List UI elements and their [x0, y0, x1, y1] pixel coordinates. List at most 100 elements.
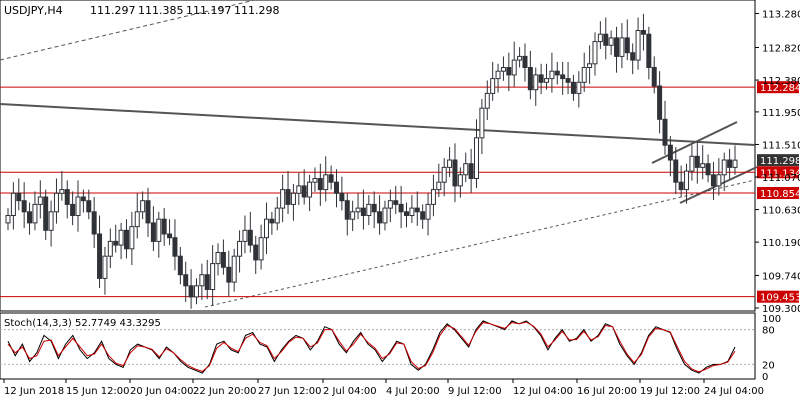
candle-body: [366, 203, 372, 216]
candle-body: [710, 174, 716, 187]
candle-body: [544, 78, 550, 83]
candle-body: [382, 207, 388, 224]
x-tick-label: 2 Jul 04:00: [323, 386, 377, 397]
y-tick-label: 112.820: [762, 44, 800, 55]
candle-body: [490, 78, 496, 94]
level-tag-label: 109.453: [760, 293, 800, 304]
level-tag: [757, 290, 799, 303]
candle-body: [80, 196, 86, 202]
candle-body: [215, 252, 221, 265]
candle-body: [614, 37, 620, 57]
stoch-title: Stoch(14,3,3) 52.7749 43.3295: [4, 318, 161, 329]
candle-body: [123, 229, 129, 250]
candle-body: [404, 211, 410, 217]
candle-body: [226, 266, 232, 283]
x-tick-label: 12 Jul 04:00: [513, 386, 573, 397]
candle-body: [161, 218, 167, 235]
candle-body: [247, 229, 253, 246]
candle-body: [721, 159, 727, 176]
candle-body: [630, 52, 636, 61]
candle-body: [522, 55, 528, 69]
level-tag-label: 110.854: [760, 189, 800, 200]
candle-body: [387, 200, 393, 209]
candle-body: [398, 203, 404, 213]
candle-body: [91, 211, 97, 235]
level-tag-label: 111.134: [760, 168, 800, 179]
candle-body: [678, 181, 684, 191]
candle-body: [102, 255, 108, 279]
candle-body: [355, 207, 361, 213]
candle-body: [549, 70, 555, 80]
candle-body: [86, 200, 92, 213]
candle-body: [517, 55, 523, 61]
x-tick-label: 24 Jul 04:00: [704, 386, 764, 397]
x-tick-label: 19 Jul 12:00: [640, 386, 700, 397]
ohlc-high: 111.385: [138, 4, 184, 17]
time-axis: 12 Jun 2018 15 Jun 12:00 20 Jun 04:00 22 Ju…: [3, 379, 764, 397]
candle-body: [619, 37, 625, 57]
candle-body: [107, 240, 113, 257]
candle-body: [263, 218, 269, 239]
candle-body: [307, 181, 313, 198]
candle-body: [673, 159, 679, 183]
candle-body: [662, 118, 668, 146]
candle-body: [565, 78, 571, 83]
candle-body: [317, 178, 323, 191]
candle-body: [339, 192, 345, 202]
candle-body: [635, 30, 641, 61]
candle-body: [220, 252, 226, 268]
candle-body: [150, 222, 156, 242]
level-tag: [757, 187, 799, 200]
ohlc-close: 111.298: [234, 4, 280, 17]
level-tag-label: 112.284: [760, 83, 800, 94]
candle-body: [43, 196, 49, 231]
chart-title: USDJPY,H4: [4, 4, 63, 17]
candle-body: [414, 207, 420, 213]
candle-body: [474, 137, 480, 180]
candle-body: [377, 211, 383, 224]
candle-body: [684, 170, 690, 191]
candle-body: [651, 67, 657, 87]
x-tick-label: 16 Jul 20:00: [577, 386, 637, 397]
candle-body: [732, 159, 738, 168]
candle-body: [592, 41, 598, 65]
candle-body: [188, 285, 194, 298]
candle-body: [694, 155, 700, 168]
ohlc-low: 111.197: [186, 4, 232, 17]
candle-body: [371, 203, 377, 213]
candle-body: [296, 185, 302, 194]
candle-body: [705, 163, 711, 176]
trendline-lower-dotted: [204, 179, 756, 308]
candle-body: [587, 63, 593, 68]
stoch-tick-label: 0: [762, 372, 768, 383]
candle-body: [646, 33, 652, 68]
candle-body: [452, 159, 458, 187]
stoch-tick-label: 100: [762, 314, 781, 325]
y-tick-label: 110.190: [762, 238, 800, 249]
channel-upper-line: [651, 121, 738, 164]
x-tick-label: 20 Jun 04:00: [130, 386, 194, 397]
candle-body: [570, 81, 576, 94]
levels-layer: [0, 86, 755, 298]
candle-body: [53, 192, 59, 213]
candle-body: [64, 189, 70, 205]
candle-body: [495, 70, 501, 80]
candle-body: [253, 244, 259, 261]
candle-body: [527, 67, 533, 91]
candle-body: [48, 211, 54, 231]
candle-body: [172, 237, 178, 257]
candle-body: [5, 215, 11, 224]
candle-body: [640, 30, 646, 35]
candle-body: [350, 211, 356, 220]
candle-body: [538, 74, 544, 83]
candle-body: [177, 255, 183, 276]
candle-body: [32, 203, 38, 224]
candles-layer: [5, 13, 738, 309]
candle-body: [129, 226, 135, 250]
candle-body: [10, 192, 16, 217]
candle-body: [533, 74, 539, 91]
candle-body: [274, 207, 280, 224]
candle-body: [75, 196, 81, 216]
candle-body: [430, 189, 436, 205]
candle-body: [204, 274, 210, 291]
